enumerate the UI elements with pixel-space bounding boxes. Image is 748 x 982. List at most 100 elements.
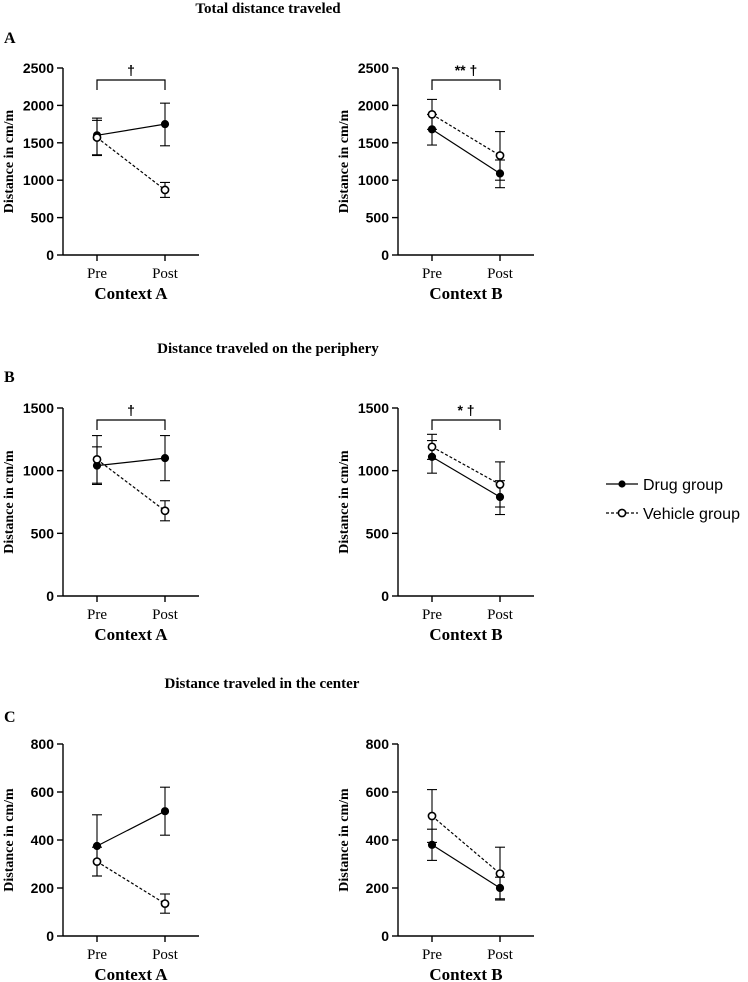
series-line <box>431 456 501 498</box>
x-axis-label: Context B <box>429 284 502 303</box>
series-line <box>96 123 166 136</box>
x-tick-label-0: Pre <box>422 266 442 282</box>
y-tick-label-3: 600 <box>366 784 390 800</box>
y-tick-label-2: 400 <box>366 832 390 848</box>
x-tick-label-1: Post <box>487 607 514 623</box>
legend: Drug group Vehicle group <box>606 477 740 523</box>
data-point <box>495 151 505 160</box>
x-axis-label: Context A <box>94 965 168 982</box>
y-axis-label: Distance in cm/m <box>337 109 352 213</box>
y-tick-label-0: 0 <box>381 928 389 944</box>
data-point <box>160 899 170 908</box>
legend-vehicle-marker <box>617 508 627 518</box>
data-point <box>427 811 437 821</box>
legend-drug-label: Drug group <box>643 477 723 494</box>
series-line <box>431 128 501 174</box>
data-point <box>160 185 170 195</box>
series-drug <box>427 828 505 900</box>
y-tick-label-4: 2000 <box>23 97 54 113</box>
series-line <box>96 458 166 512</box>
significance-bracket <box>431 79 501 90</box>
y-axis-label: Distance in cm/m <box>2 450 17 554</box>
legend-drug-marker <box>618 480 626 488</box>
significance-bracket <box>431 419 501 430</box>
data-point <box>92 454 102 464</box>
x-axis-label: Context B <box>429 965 502 982</box>
y-tick-label-4: 800 <box>366 736 390 752</box>
y-tick-label-2: 1000 <box>358 463 389 479</box>
panel-letter-c: C <box>4 709 16 726</box>
y-tick-label-4: 800 <box>31 736 55 752</box>
panel-letter-a: A <box>4 30 16 47</box>
y-axis-label: Distance in cm/m <box>2 109 17 213</box>
y-axis-label: Distance in cm/m <box>2 788 17 892</box>
data-point <box>160 120 170 129</box>
y-tick-label-1: 500 <box>31 210 55 226</box>
series-drug <box>427 440 505 516</box>
y-tick-label-2: 1000 <box>23 463 54 479</box>
series-vehicle <box>92 435 170 522</box>
x-axis-label: Context A <box>94 284 168 303</box>
x-tick-label-0: Pre <box>87 266 107 282</box>
data-point <box>495 869 505 878</box>
chart-5: 0 200 400 600 800 Pre Post Context B Distance in… <box>337 736 534 982</box>
y-tick-label-4: 2000 <box>358 97 389 113</box>
y-tick-label-2: 1000 <box>358 172 389 188</box>
series-line <box>431 446 501 485</box>
row-title-c: Distance traveled in the center <box>165 676 360 692</box>
x-axis-label: Context B <box>429 625 502 644</box>
y-tick-label-2: 400 <box>31 832 55 848</box>
y-tick-label-1: 500 <box>31 525 55 541</box>
row-title-a: Total distance traveled <box>195 1 341 17</box>
x-tick-label-1: Post <box>487 266 514 282</box>
x-axis-label: Context A <box>94 625 168 644</box>
y-tick-label-0: 0 <box>381 588 389 604</box>
series-vehicle <box>427 789 505 901</box>
series-line <box>431 815 501 875</box>
x-tick-label-0: Pre <box>422 947 442 963</box>
chart-4: 0 200 400 600 800 Pre Post Context A Distance in… <box>2 736 199 982</box>
data-point <box>495 480 505 489</box>
chart-0: 0 500 1000 1500 2000 2500 Pre Post Context A Dist… <box>2 60 199 303</box>
data-point <box>427 442 437 452</box>
y-tick-label-1: 200 <box>31 880 55 896</box>
series-vehicle <box>427 98 505 181</box>
series-line <box>96 861 166 905</box>
legend-vehicle-label: Vehicle group <box>643 506 740 523</box>
series-line <box>96 137 166 191</box>
chart-2: 0 500 1000 1500 Pre Post Context A Distance in … <box>2 400 199 644</box>
y-tick-label-0: 0 <box>46 247 54 263</box>
data-point <box>92 133 102 142</box>
x-tick-label-0: Pre <box>87 947 107 963</box>
series-line <box>96 810 166 847</box>
data-point <box>427 109 437 119</box>
x-tick-label-1: Post <box>487 947 514 963</box>
y-tick-label-0: 0 <box>381 247 389 263</box>
data-point <box>92 857 102 866</box>
data-point <box>160 454 170 463</box>
series-vehicle <box>92 846 170 914</box>
significance-bracket <box>96 419 166 430</box>
y-tick-label-5: 2500 <box>358 60 389 76</box>
panel-letter-b: B <box>4 369 15 386</box>
series-line <box>431 844 501 889</box>
significance-label: ** † <box>455 62 478 78</box>
y-tick-label-1: 500 <box>366 525 390 541</box>
y-tick-label-0: 0 <box>46 928 54 944</box>
chart-3: 0 500 1000 1500 Pre Post Context B Distance in … <box>337 400 534 644</box>
y-tick-label-1: 200 <box>366 880 390 896</box>
y-tick-label-3: 600 <box>31 784 55 800</box>
row-title-b: Distance traveled on the periphery <box>157 341 379 357</box>
significance-bracket <box>96 79 166 90</box>
x-tick-label-0: Pre <box>422 607 442 623</box>
series-line <box>96 457 166 467</box>
series-drug <box>92 435 170 486</box>
data-point <box>160 807 170 816</box>
y-tick-label-3: 1500 <box>23 135 54 151</box>
x-tick-label-1: Post <box>152 266 179 282</box>
chart-1: 0 500 1000 1500 2000 2500 Pre Post Context B Dist… <box>337 60 534 303</box>
data-point <box>160 506 170 516</box>
x-tick-label-0: Pre <box>87 607 107 623</box>
y-tick-label-1: 500 <box>366 210 390 226</box>
